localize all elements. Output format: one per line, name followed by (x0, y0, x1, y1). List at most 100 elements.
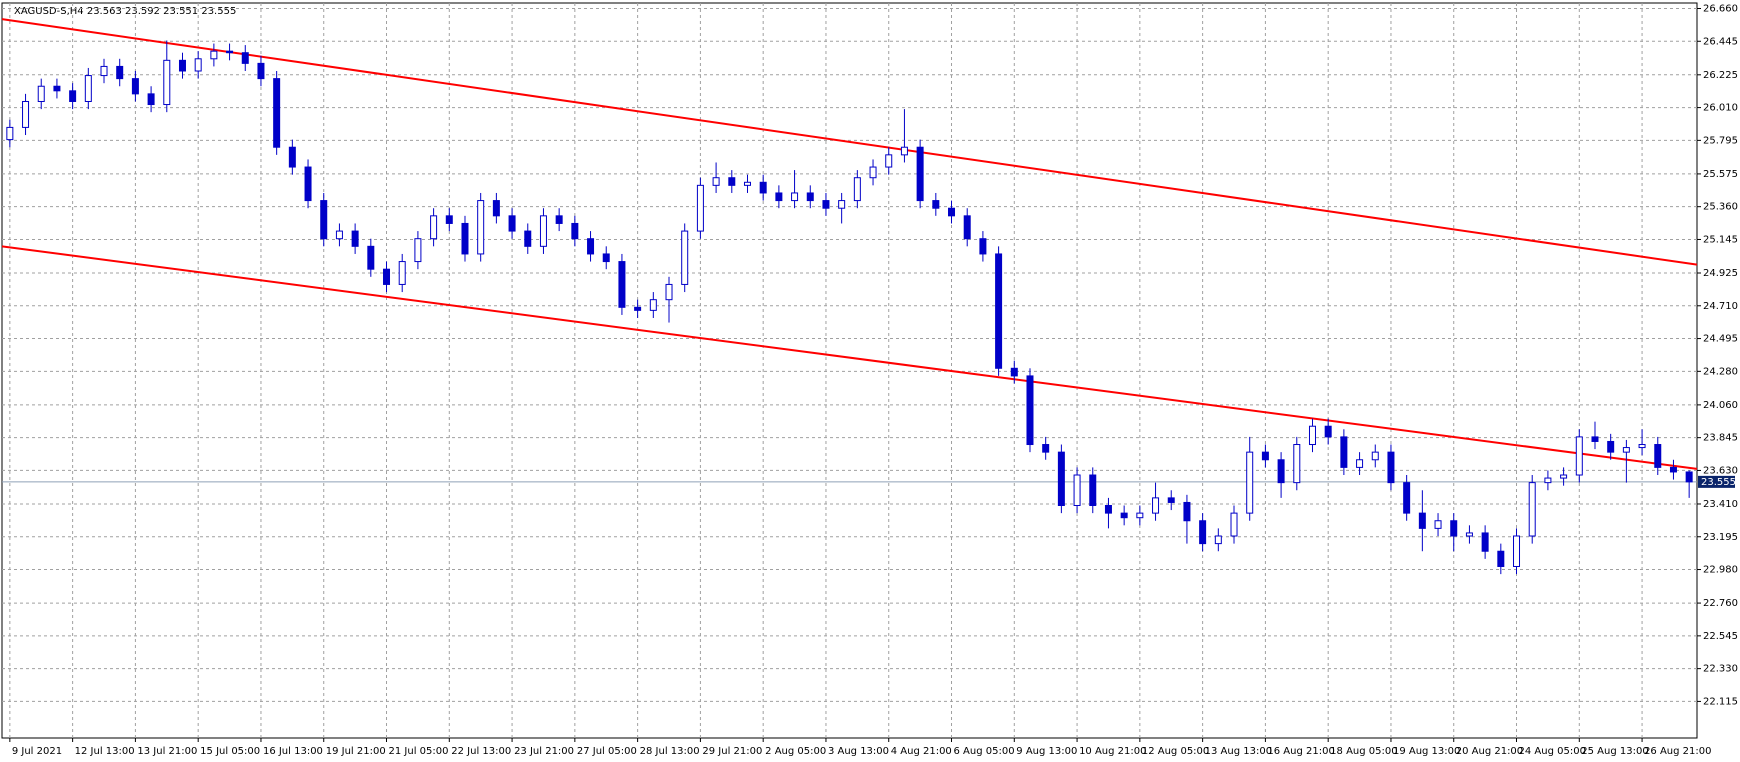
y-tick-label: 22.115 (1703, 696, 1738, 707)
x-tick-label: 12 Aug 05:00 (1142, 746, 1209, 757)
candle-body (587, 238, 595, 255)
candle-body (1575, 436, 1583, 476)
chart-title: XAGUSD-S,H4 23.563 23.592 23.551 23.555 (14, 6, 236, 17)
y-tick-label: 23.845 (1703, 433, 1738, 444)
candle-body (131, 78, 139, 95)
candle-body (634, 306, 642, 311)
candle-body (649, 299, 657, 311)
y-tick-label: 23.630 (1703, 465, 1738, 476)
candle-body (1246, 451, 1254, 514)
x-tick-label: 13 Aug 13:00 (1205, 746, 1272, 757)
candle-body (1544, 477, 1552, 484)
candle-body (539, 215, 547, 247)
candle-body (1057, 451, 1065, 507)
x-tick-label: 9 Jul 2021 (12, 746, 62, 757)
x-tick-label: 6 Aug 05:00 (954, 746, 1015, 757)
x-tick-label: 16 Aug 21:00 (1267, 746, 1334, 757)
candle-body (806, 192, 814, 202)
candle-body (116, 65, 124, 80)
candle-body (226, 50, 234, 54)
candle-body (6, 126, 14, 141)
candle-body (838, 200, 846, 209)
y-tick-label: 26.445 (1703, 36, 1738, 47)
candle-body (1669, 466, 1677, 473)
y-tick-label: 26.225 (1703, 70, 1738, 81)
candle-body (398, 261, 406, 285)
candle-body (1230, 512, 1238, 537)
y-tick-label: 22.760 (1703, 598, 1738, 609)
candle-body (1497, 550, 1505, 567)
x-tick-label: 16 Jul 13:00 (263, 746, 323, 757)
x-tick-label: 13 Jul 21:00 (137, 746, 197, 757)
candle-body (430, 215, 438, 240)
candle-body (1481, 532, 1489, 552)
candle-body (995, 253, 1003, 369)
candle-body (791, 192, 799, 202)
candle-body (869, 166, 877, 179)
candle-body (1293, 444, 1301, 484)
x-tick-label: 15 Jul 05:00 (200, 746, 260, 757)
candle-body (1654, 444, 1662, 468)
candle-body (1152, 497, 1160, 514)
candle-body (320, 200, 328, 240)
candle-body (1371, 451, 1379, 461)
candle-body (163, 59, 171, 106)
candle-body (1685, 471, 1693, 483)
x-tick-label: 18 Aug 05:00 (1330, 746, 1397, 757)
candle-body (383, 268, 391, 285)
y-tick-label: 22.330 (1703, 664, 1738, 675)
candle-body (618, 261, 626, 308)
candle-body (1607, 440, 1615, 453)
x-tick-label: 10 Aug 21:00 (1079, 746, 1146, 757)
candle-body (775, 192, 783, 202)
y-tick-label: 22.980 (1703, 565, 1738, 576)
x-tick-label: 26 Aug 21:00 (1644, 746, 1711, 757)
candle-body (712, 177, 720, 186)
plot-frame (1, 2, 1698, 739)
y-tick-label: 25.145 (1703, 234, 1738, 245)
candle-body (477, 200, 485, 255)
candle-body (1324, 425, 1332, 438)
candle-body (948, 207, 956, 217)
candle-body (257, 62, 265, 80)
candle-body (1073, 474, 1081, 507)
candle-body (22, 100, 30, 128)
candle-body (1214, 535, 1222, 545)
candle-body (273, 78, 281, 148)
candle-body (1120, 512, 1128, 519)
x-tick-label: 19 Aug 13:00 (1393, 746, 1460, 757)
candle-body (1340, 436, 1348, 468)
candle-body (571, 222, 579, 240)
candle-body (1042, 444, 1050, 453)
candle-body (1010, 367, 1018, 377)
candle-body (1308, 425, 1316, 446)
candle-body (822, 200, 830, 209)
y-tick-label: 26.660 (1703, 3, 1738, 14)
candle-body (1089, 474, 1097, 507)
candle-body (194, 58, 202, 72)
x-tick-label: 28 Jul 13:00 (640, 746, 700, 757)
candle-body (743, 181, 751, 186)
candle-body (508, 215, 516, 232)
candle-body (210, 50, 218, 60)
candle-body (178, 59, 186, 72)
candle-body (1277, 459, 1285, 484)
candle-body (1465, 532, 1473, 537)
y-tick-label: 24.925 (1703, 268, 1738, 279)
y-tick-label: 24.710 (1703, 301, 1738, 312)
candle-body (241, 52, 249, 64)
candle-body (1167, 497, 1175, 503)
y-tick-label: 23.410 (1703, 499, 1738, 510)
candle-body (1026, 375, 1034, 446)
y-tick-label: 25.360 (1703, 202, 1738, 213)
candle-body (367, 245, 375, 270)
candle-body (1591, 436, 1599, 442)
candle-body (681, 230, 689, 285)
y-tick-label: 23.195 (1703, 532, 1738, 543)
candle-body (979, 238, 987, 255)
x-tick-label: 19 Jul 21:00 (326, 746, 386, 757)
candle-body (288, 146, 296, 168)
candle-body (1183, 501, 1191, 522)
candle-body (414, 238, 422, 263)
